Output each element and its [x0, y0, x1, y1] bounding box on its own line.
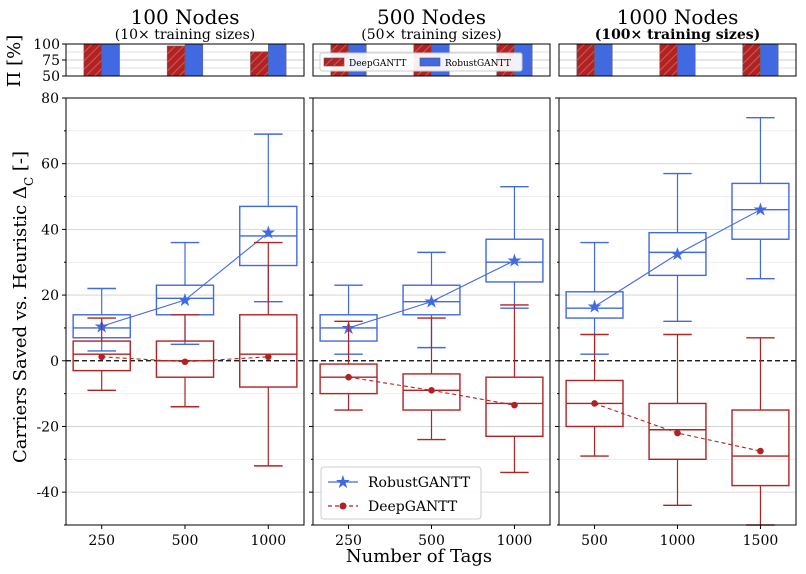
- mean-marker-deepgantt: [345, 373, 352, 381]
- x-tick-label: 1000: [660, 533, 696, 549]
- box-robustgantt: [648, 231, 707, 277]
- top-legend: DeepGANTT RobustGANTT: [319, 52, 523, 72]
- axes-frame: [65, 97, 305, 526]
- panel-subtitle: (100× training sizes): [595, 27, 761, 43]
- x-tick-label: 1500: [743, 533, 779, 549]
- axes-frame: [558, 97, 797, 526]
- box-deepgantt: [402, 373, 461, 411]
- top-legend-robust-swatch: [419, 57, 441, 67]
- box-deepgantt: [485, 376, 544, 438]
- panel-3: 1000 Nodes(100× training sizes) ★ ★ ★ 500 100…: [555, 5, 797, 549]
- mean-marker-robustgantt: ★: [752, 200, 768, 221]
- mean-marker-deepgantt: [428, 387, 435, 394]
- legend: ★ RobustGANTT DeepGANTT: [320, 466, 482, 520]
- success-bar-robustgantt: [184, 43, 204, 77]
- top-y-tick-label: 75: [42, 53, 60, 69]
- mean-marker-deepgantt: [265, 353, 272, 361]
- success-bar-robustgantt: [677, 43, 696, 77]
- y-tick-label: -40: [36, 485, 59, 501]
- box-robustgantt: [565, 291, 624, 319]
- x-tick-label: 500: [172, 533, 199, 549]
- x-axis-label: Number of Tags: [346, 546, 492, 567]
- x-tick-label: 250: [88, 533, 115, 549]
- mean-line-deepgantt: [348, 376, 515, 406]
- success-bar-robustgantt: [101, 43, 120, 77]
- y-axis-label-unit: [-]: [10, 151, 31, 177]
- mean-marker-deepgantt: [757, 447, 764, 455]
- y-tick-label: -20: [36, 419, 59, 435]
- box-robustgantt: [485, 238, 544, 283]
- panel-1: 100 Nodes(10× training sizes)1007550★★★2…: [33, 5, 305, 549]
- x-tick-label: 1000: [250, 533, 286, 549]
- mean-marker-robustgantt: ★: [669, 244, 685, 265]
- legend-deep-dot: [339, 502, 347, 510]
- success-bar-robustgantt: [760, 43, 779, 77]
- top-y-tick-label: 50: [42, 69, 60, 85]
- success-bar-deepgantt: [83, 43, 102, 77]
- box-deepgantt: [155, 340, 215, 378]
- mean-marker-deepgantt: [98, 353, 105, 361]
- panel-subtitle: (10× training sizes): [115, 27, 256, 43]
- box-robustgantt: [402, 284, 461, 316]
- mean-line-robustgantt: [594, 209, 761, 308]
- mean-marker-deepgantt: [181, 358, 189, 366]
- top-legend-deep-swatch: [323, 57, 345, 67]
- y-axis-label: Carriers Saved vs. Heuristic ΔC [-]: [10, 151, 36, 463]
- success-bar-deepgantt: [659, 43, 678, 77]
- success-bar-deepgantt: [576, 43, 595, 77]
- box-deepgantt: [72, 340, 131, 372]
- box-deepgantt: [319, 363, 378, 395]
- mean-marker-robustgantt: ★: [177, 290, 193, 311]
- box-robustgantt: [731, 182, 790, 240]
- box-deepgantt: [239, 314, 298, 388]
- y-tick-label: 60: [41, 157, 59, 173]
- y-axis-label-text: Carriers Saved vs. Heuristic Δ: [10, 186, 31, 463]
- mean-marker-robustgantt: ★: [260, 223, 276, 244]
- top-legend-robust-label: RobustGANTT: [445, 59, 511, 69]
- y-tick-label: 80: [41, 91, 59, 107]
- success-bar-deepgantt: [742, 43, 761, 77]
- panel-title: 500 Nodes: [377, 5, 486, 29]
- panel-title: 100 Nodes: [131, 5, 240, 29]
- top-y-tick-label: 100: [33, 37, 60, 53]
- mean-line-robustgantt: [348, 260, 515, 329]
- success-bar-robustgantt: [268, 43, 287, 77]
- mean-marker-robustgantt: ★: [586, 297, 602, 318]
- mean-line-robustgantt: [101, 232, 269, 327]
- success-bar-robustgantt: [594, 43, 613, 77]
- box-deepgantt: [648, 402, 707, 461]
- legend-deep-label: DeepGANTT: [368, 499, 458, 515]
- x-tick-label: 500: [418, 533, 445, 549]
- mean-marker-deepgantt: [591, 400, 598, 407]
- mean-marker-deepgantt: [674, 429, 681, 437]
- legend-frame: [320, 466, 482, 520]
- legend-robust-label: RobustGANTT: [368, 475, 471, 491]
- mean-marker-robustgantt: ★: [423, 292, 439, 313]
- top-axes-frame: [558, 43, 797, 77]
- top-legend-deep-label: DeepGANTT: [349, 59, 406, 69]
- x-tick-label: 1000: [497, 533, 533, 549]
- x-tick-label: 500: [581, 533, 608, 549]
- mean-marker-robustgantt: ★: [506, 251, 522, 272]
- panel-subtitle: (50× training sizes): [361, 27, 502, 43]
- success-bar-deepgantt: [250, 51, 269, 77]
- y-tick-label: 20: [41, 288, 59, 304]
- y-tick-label: 40: [41, 222, 59, 238]
- panel-title: 1000 Nodes: [617, 5, 739, 29]
- axes-frame: [312, 97, 551, 526]
- legend-robust-star: ★: [335, 472, 351, 493]
- mean-marker-deepgantt: [511, 401, 518, 409]
- success-bar-deepgantt: [166, 45, 186, 77]
- box-deepgantt: [731, 409, 790, 487]
- x-tick-label: 250: [335, 533, 362, 549]
- y-axis-label-subscript: C: [22, 177, 36, 186]
- top-axes-frame: [312, 43, 551, 77]
- y-tick-label: 0: [50, 354, 59, 370]
- top-y-axis-label: Π [%]: [4, 35, 25, 88]
- mean-line-deepgantt: [594, 402, 761, 452]
